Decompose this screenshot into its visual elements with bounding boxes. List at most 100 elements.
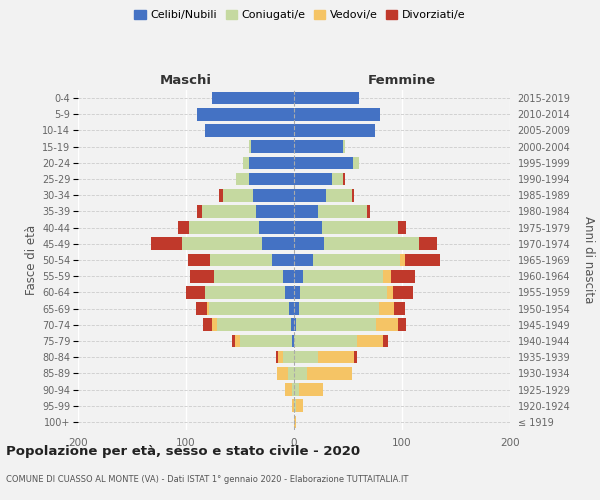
Bar bbox=[405, 254, 440, 266]
Bar bbox=[212, 318, 217, 331]
Bar bbox=[294, 108, 380, 120]
Bar bbox=[289, 302, 294, 315]
Bar bbox=[383, 334, 388, 347]
Bar bbox=[294, 334, 356, 347]
Bar bbox=[299, 302, 379, 315]
Bar bbox=[240, 334, 292, 347]
Bar bbox=[318, 205, 367, 218]
Bar bbox=[235, 334, 240, 347]
Bar bbox=[292, 400, 294, 412]
Bar bbox=[278, 351, 283, 364]
Bar bbox=[294, 124, 375, 137]
Legend: Celibi/Nubili, Coniugati/e, Vedovi/e, Divorziati/e: Celibi/Nubili, Coniugati/e, Vedovi/e, Di… bbox=[130, 6, 470, 25]
Text: Femmine: Femmine bbox=[368, 74, 436, 88]
Bar bbox=[294, 286, 301, 298]
Bar bbox=[243, 156, 248, 169]
Bar bbox=[332, 172, 343, 186]
Bar bbox=[302, 270, 383, 282]
Bar bbox=[286, 286, 294, 298]
Bar bbox=[294, 400, 296, 412]
Bar bbox=[294, 205, 318, 218]
Bar bbox=[197, 205, 202, 218]
Bar bbox=[292, 383, 294, 396]
Bar bbox=[352, 189, 355, 202]
Bar bbox=[190, 270, 214, 282]
Bar bbox=[205, 286, 286, 298]
Bar bbox=[322, 222, 398, 234]
Bar bbox=[210, 254, 272, 266]
Bar bbox=[283, 270, 294, 282]
Bar bbox=[356, 334, 383, 347]
Bar bbox=[256, 205, 294, 218]
Bar bbox=[398, 318, 406, 331]
Bar bbox=[178, 222, 189, 234]
Bar bbox=[294, 351, 318, 364]
Bar bbox=[232, 334, 235, 347]
Bar bbox=[343, 172, 345, 186]
Bar bbox=[189, 222, 259, 234]
Bar bbox=[294, 383, 299, 396]
Bar bbox=[387, 286, 394, 298]
Bar bbox=[294, 318, 296, 331]
Bar bbox=[296, 318, 376, 331]
Bar bbox=[206, 302, 209, 315]
Bar bbox=[291, 318, 294, 331]
Bar bbox=[383, 270, 391, 282]
Bar bbox=[197, 108, 294, 120]
Bar bbox=[209, 302, 289, 315]
Bar bbox=[326, 189, 352, 202]
Bar bbox=[220, 189, 223, 202]
Bar bbox=[223, 189, 253, 202]
Bar bbox=[400, 254, 405, 266]
Y-axis label: Anni di nascita: Anni di nascita bbox=[581, 216, 595, 304]
Bar bbox=[203, 318, 212, 331]
Bar bbox=[186, 286, 205, 298]
Bar bbox=[307, 367, 352, 380]
Bar bbox=[294, 140, 343, 153]
Bar bbox=[236, 172, 248, 186]
Bar bbox=[294, 172, 332, 186]
Bar bbox=[398, 222, 406, 234]
Bar bbox=[196, 302, 206, 315]
Y-axis label: Fasce di età: Fasce di età bbox=[25, 225, 38, 295]
Bar bbox=[202, 205, 256, 218]
Bar bbox=[294, 416, 296, 428]
Bar bbox=[212, 92, 294, 104]
Bar bbox=[292, 334, 294, 347]
Bar bbox=[419, 238, 437, 250]
Bar bbox=[394, 286, 413, 298]
Bar bbox=[248, 156, 294, 169]
Bar bbox=[294, 367, 307, 380]
Bar bbox=[217, 318, 291, 331]
Bar bbox=[283, 351, 294, 364]
Bar bbox=[294, 238, 324, 250]
Bar bbox=[376, 318, 398, 331]
Bar bbox=[294, 270, 302, 282]
Bar bbox=[275, 351, 278, 364]
Bar bbox=[353, 156, 359, 169]
Bar bbox=[313, 254, 400, 266]
Bar bbox=[294, 156, 353, 169]
Text: COMUNE DI CUASSO AL MONTE (VA) - Dati ISTAT 1° gennaio 2020 - Elaborazione TUTTA: COMUNE DI CUASSO AL MONTE (VA) - Dati IS… bbox=[6, 475, 409, 484]
Bar bbox=[251, 140, 294, 153]
Bar bbox=[379, 302, 394, 315]
Bar bbox=[294, 92, 359, 104]
Bar bbox=[188, 254, 210, 266]
Bar bbox=[394, 302, 405, 315]
Bar bbox=[253, 189, 294, 202]
Bar bbox=[272, 254, 294, 266]
Bar bbox=[296, 400, 302, 412]
Bar bbox=[294, 222, 322, 234]
Bar bbox=[248, 140, 251, 153]
Bar bbox=[318, 351, 355, 364]
Bar bbox=[182, 238, 262, 250]
Bar bbox=[367, 205, 370, 218]
Bar bbox=[259, 222, 294, 234]
Bar bbox=[391, 270, 415, 282]
Bar bbox=[299, 383, 323, 396]
Bar bbox=[214, 270, 283, 282]
Bar bbox=[287, 367, 294, 380]
Bar bbox=[301, 286, 387, 298]
Bar bbox=[151, 238, 182, 250]
Bar bbox=[294, 302, 299, 315]
